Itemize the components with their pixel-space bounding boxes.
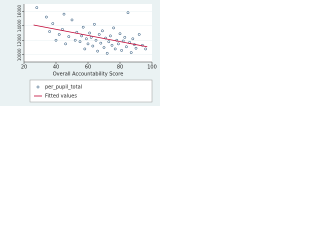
point (70, 18, 74, 22)
point (101, 29, 104, 33)
x-axis-title: Overall Accountability Score (53, 72, 124, 78)
point (57, 33, 61, 36)
point (93, 22, 96, 26)
point (110, 43, 114, 47)
point (126, 11, 130, 15)
point (88, 31, 91, 35)
y-tick-label: 10000 (17, 48, 22, 61)
point (129, 51, 133, 54)
point (107, 40, 111, 44)
point (120, 49, 123, 52)
point (85, 37, 88, 41)
point (45, 15, 48, 19)
point (99, 41, 103, 45)
point (118, 32, 122, 36)
point (131, 37, 135, 41)
point (97, 33, 101, 36)
point (109, 34, 112, 38)
legend (29, 79, 153, 103)
point (64, 42, 67, 46)
y-tick-label: 16000 (17, 4, 22, 17)
point (62, 12, 66, 16)
point (81, 25, 85, 29)
chart: Overall Accountability Score 10000120001… (0, 0, 160, 106)
point (78, 40, 82, 44)
point (35, 6, 39, 9)
point (67, 35, 71, 38)
point (134, 46, 138, 50)
point (137, 33, 141, 36)
point (112, 26, 115, 30)
x-tick-label: 40 (53, 65, 59, 71)
fitted-line (33, 24, 148, 48)
point (91, 44, 95, 48)
x-tick-label: 20 (21, 65, 27, 71)
legend-key (36, 85, 40, 89)
point (73, 38, 77, 42)
legend-label: per_pupil_total (45, 85, 82, 91)
point (105, 51, 109, 55)
point (123, 36, 127, 39)
y-tick-label: 12000 (17, 33, 22, 46)
point (48, 30, 51, 33)
point (102, 46, 106, 49)
point (117, 42, 120, 46)
point (51, 22, 55, 25)
point (144, 47, 147, 51)
plot-area (24, 4, 152, 62)
point (94, 38, 98, 42)
legend-label: Fitted values (45, 94, 77, 100)
point (80, 34, 83, 38)
x-tick-label: 100 (147, 65, 157, 71)
point (54, 38, 58, 42)
x-tick-label: 60 (85, 65, 91, 71)
point (86, 42, 90, 46)
point (125, 45, 128, 49)
x-tick-label: 80 (117, 65, 123, 71)
point (96, 49, 99, 53)
point (113, 47, 117, 51)
y-tick-label: 14000 (17, 19, 22, 32)
point (83, 47, 87, 51)
